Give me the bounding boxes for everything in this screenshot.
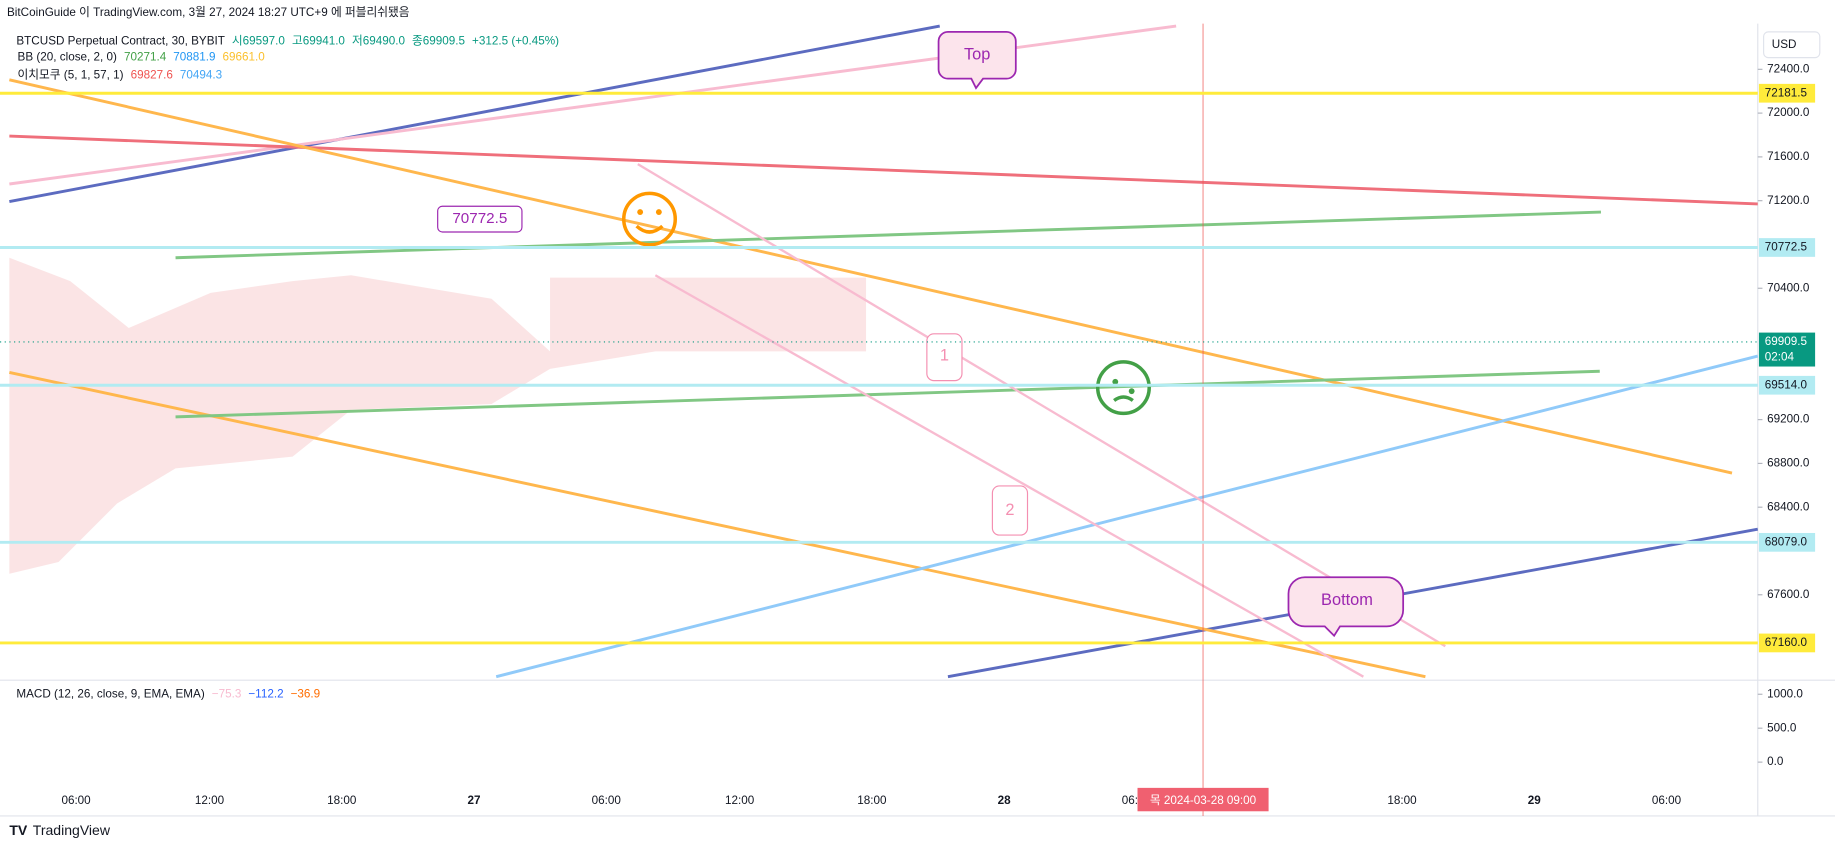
price-label-bg bbox=[1758, 633, 1816, 653]
time-label: 18:00 bbox=[857, 794, 887, 807]
price-tick-label: 72400.0 bbox=[1767, 62, 1810, 75]
published-note: BitCoinGuide 이 TradingView.com, 3월 27, 2… bbox=[7, 6, 410, 19]
macd-tick-label: 0.0 bbox=[1767, 755, 1784, 768]
annotation: Top bbox=[964, 46, 990, 64]
annotation: Bottom bbox=[1321, 591, 1373, 609]
legend-value: −36.9 bbox=[291, 687, 321, 700]
legend-value: 시69597.0 bbox=[232, 34, 285, 47]
price-label-bg bbox=[1758, 375, 1816, 395]
trendline bbox=[175, 210, 1601, 260]
cloud bbox=[9, 257, 867, 574]
legend-value: 70494.3 bbox=[180, 68, 222, 81]
trendline bbox=[9, 78, 1733, 475]
time-label: 18:00 bbox=[327, 794, 357, 807]
trendline bbox=[9, 24, 941, 203]
price-label: 70772.5 bbox=[1765, 241, 1808, 254]
legend-symbol: BTCUSD Perpetual Contract, 30, BYBIT bbox=[16, 34, 225, 47]
price-label: 69514.0 bbox=[1765, 378, 1808, 391]
time-label: 06:00 bbox=[61, 794, 91, 807]
legend-value: −112.2 bbox=[248, 687, 283, 700]
time-label: 12:00 bbox=[195, 794, 225, 807]
callout bbox=[437, 205, 523, 233]
last-price-bg bbox=[1758, 332, 1816, 367]
footer-logo: TV bbox=[9, 822, 28, 838]
price-tick-label: 68800.0 bbox=[1767, 457, 1810, 470]
time-label: 06:00 bbox=[1652, 794, 1682, 807]
time-label: 28 bbox=[998, 794, 1012, 807]
time-label: 27 bbox=[467, 794, 480, 807]
price-tick-label: 70400.0 bbox=[1767, 281, 1810, 294]
annotation: 1 bbox=[940, 346, 949, 364]
legend-value: 70271.4 bbox=[124, 51, 167, 64]
price-tick-label: 67600.0 bbox=[1767, 588, 1810, 601]
price-tick-label: 69200.0 bbox=[1767, 413, 1810, 426]
crosshair-time: 목 2024-03-28 09:00 bbox=[1150, 794, 1257, 807]
footer-brand: TradingView bbox=[33, 822, 111, 838]
legend-value: 70881.9 bbox=[173, 51, 215, 64]
legend-value: 69661.0 bbox=[223, 51, 266, 64]
legend-value: 69827.6 bbox=[131, 68, 173, 81]
crosshair-time-bg bbox=[1137, 787, 1269, 812]
legend-value: −75.3 bbox=[212, 687, 242, 700]
price-tick-label: 71200.0 bbox=[1767, 194, 1810, 207]
drawings bbox=[9, 24, 1759, 679]
legend-value: 고69941.0 bbox=[292, 34, 345, 47]
legend-value: 종69909.5 bbox=[412, 34, 465, 47]
legend-value: 저69490.0 bbox=[352, 34, 405, 47]
price-label-bg bbox=[1758, 532, 1816, 552]
time-label: 12:00 bbox=[725, 794, 755, 807]
legend-ichimoku: 이치모쿠 (5, 1, 57, 1) bbox=[18, 68, 124, 81]
callout bbox=[1287, 576, 1405, 638]
currency-button[interactable] bbox=[1763, 31, 1821, 59]
smile-icon bbox=[622, 191, 678, 247]
price-label-bg bbox=[1758, 238, 1816, 257]
price-tick-label: 72000.0 bbox=[1767, 106, 1810, 119]
annotation: 70772.5 bbox=[452, 210, 507, 227]
time-label: 18:00 bbox=[1387, 794, 1417, 807]
macd-tick-label: 1000.0 bbox=[1767, 687, 1803, 700]
trendline bbox=[637, 163, 1446, 648]
macd-tick-label: 500.0 bbox=[1767, 721, 1797, 734]
trendline bbox=[175, 369, 1600, 419]
callout bbox=[937, 30, 1017, 90]
time-label: 29 bbox=[1528, 794, 1541, 807]
legend-bb: BB (20, close, 2, 0) bbox=[18, 51, 117, 64]
annotation: 2 bbox=[1005, 501, 1014, 519]
time-label: 06:00 bbox=[592, 794, 622, 807]
last-price: 69909.5 bbox=[1765, 335, 1808, 348]
callout bbox=[926, 333, 963, 382]
price-tick-label: 68400.0 bbox=[1767, 500, 1810, 513]
legend-macd: MACD (12, 26, close, 9, EMA, EMA) bbox=[16, 687, 204, 700]
price-label: 68079.0 bbox=[1765, 535, 1808, 548]
price-tick-label: 71600.0 bbox=[1767, 150, 1810, 163]
trendline bbox=[495, 354, 1759, 679]
price-label: 72181.5 bbox=[1765, 86, 1808, 99]
callout bbox=[991, 485, 1029, 536]
legend-value: +312.5 (+0.45%) bbox=[472, 34, 559, 47]
trendline bbox=[9, 370, 1426, 679]
price-label-bg bbox=[1758, 83, 1816, 103]
currency[interactable]: USD bbox=[1772, 38, 1797, 51]
countdown: 02:04 bbox=[1765, 350, 1795, 363]
price-label: 67160.0 bbox=[1765, 636, 1808, 649]
sad-icon bbox=[1095, 360, 1151, 416]
